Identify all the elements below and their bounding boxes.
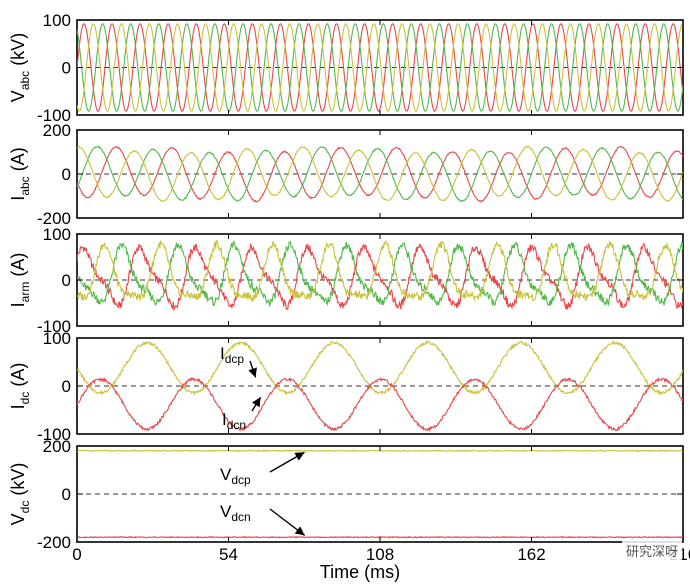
- series-line-Iarm_b: [77, 240, 683, 308]
- series-line-Vc: [77, 23, 683, 112]
- panel-vabc: -100 0 100 Vabc (kV): [8, 11, 684, 125]
- x-tick-label: 54: [219, 545, 238, 564]
- series-line-Idcp: [77, 340, 683, 397]
- series-group: [77, 145, 683, 203]
- y-tick-label: 100: [43, 225, 71, 244]
- series-line-Ia: [77, 145, 683, 203]
- annotation-label-Idcp: Idcp: [220, 344, 244, 366]
- annotation-main: V: [220, 502, 232, 521]
- y-tick-label: 100: [43, 11, 71, 30]
- x-tick-label: 108: [366, 545, 394, 564]
- y-label-main: V: [8, 90, 28, 102]
- series-line-Idcn: [77, 376, 683, 433]
- y-tick-label: 0: [62, 59, 71, 78]
- annotation-arrowhead: [294, 452, 305, 461]
- y-label-sub: arm: [18, 282, 32, 303]
- y-axis-label: Vdc (kV): [8, 463, 32, 526]
- y-axis-label: Vabc (kV): [8, 33, 32, 102]
- y-label-main: V: [8, 513, 28, 525]
- y-label-sub: abc: [18, 71, 32, 90]
- y-tick-label: 100: [43, 329, 71, 348]
- annotation-main: I: [222, 410, 227, 429]
- y-label-unit: (A): [8, 363, 28, 392]
- y-tick-label: -200: [37, 209, 71, 228]
- watermark-text: 研究深呀: [621, 540, 682, 561]
- y-tick-label: 0: [62, 165, 71, 184]
- panel-iarm: -100 0 100 Iarm (A): [8, 225, 684, 336]
- y-tick-label: -100: [37, 425, 71, 444]
- y-tick-label: -100: [37, 317, 71, 336]
- series-group: [77, 239, 683, 312]
- annotation-label-Idcn: Idcn: [222, 410, 246, 432]
- annotation-arrowhead: [248, 367, 257, 378]
- y-label-main: I: [8, 302, 28, 307]
- annotation-label-Vdcn: Vdcn: [220, 502, 251, 524]
- y-tick-label: 200: [43, 437, 71, 456]
- series-line-Vb: [77, 23, 683, 112]
- y-label-main: I: [8, 196, 28, 201]
- annotation-main: I: [220, 344, 225, 363]
- x-tick-label: 0: [72, 545, 81, 564]
- y-tick-label: 0: [62, 485, 71, 504]
- y-label-unit: (A): [8, 253, 28, 282]
- y-label-main: I: [8, 404, 28, 409]
- y-axis-label: Iarm (A): [8, 253, 32, 308]
- series-group: [77, 23, 683, 112]
- y-label-unit: (kV): [8, 463, 28, 501]
- series-line-Ib: [77, 145, 683, 203]
- y-tick-label: 0: [62, 377, 71, 396]
- x-tick-label: 162: [517, 545, 545, 564]
- annotation-main: V: [220, 465, 232, 484]
- y-label-sub: abc: [18, 176, 32, 195]
- annotation-label-Vdcp: Vdcp: [220, 465, 251, 487]
- series-line-Iarm_c: [77, 239, 683, 303]
- annotation-sub: dcn: [227, 418, 246, 432]
- series-group: [77, 340, 683, 433]
- annotation-sub: dcn: [231, 510, 250, 524]
- y-axis-label: Iabc (A): [8, 147, 32, 200]
- panel-iabc: -200 0 200 Iabc (A): [8, 121, 684, 228]
- x-axis-label: Time (ms): [320, 562, 400, 582]
- annotation-arrowhead: [294, 526, 305, 536]
- y-label-unit: (kV): [8, 33, 28, 71]
- series-line-Iarm_a: [77, 242, 683, 312]
- y-label-unit: (A): [8, 147, 28, 176]
- y-tick-label: 200: [43, 121, 71, 140]
- y-tick-label: -200: [37, 533, 71, 552]
- annotation-arrowhead: [252, 397, 261, 408]
- y-label-sub: dc: [18, 501, 32, 514]
- y-label-sub: dc: [18, 392, 32, 405]
- series-line-Va: [77, 23, 683, 112]
- y-tick-label: -100: [37, 106, 71, 125]
- annotation-sub: dcp: [225, 352, 245, 366]
- annotation-sub: dcp: [231, 473, 251, 487]
- y-tick-label: 0: [62, 271, 71, 290]
- y-axis-label: Idc (A): [8, 363, 32, 410]
- series-line-Ic: [77, 145, 683, 202]
